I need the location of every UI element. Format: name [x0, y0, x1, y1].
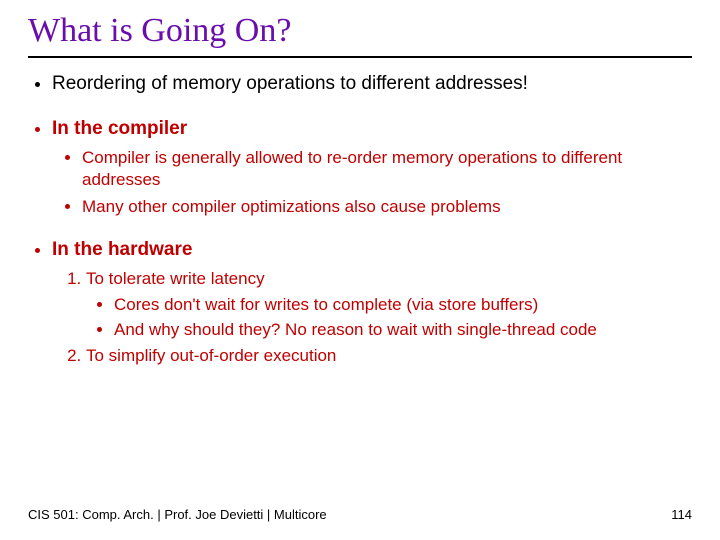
- hw-tolerate-latency: To tolerate write latency Cores don't wa…: [86, 268, 692, 340]
- compiler-sub-reorder: Compiler is generally allowed to re-orde…: [82, 147, 692, 191]
- bullet-list: Reordering of memory operations to diffe…: [28, 72, 692, 367]
- slide: What is Going On? Reordering of memory o…: [0, 0, 720, 540]
- slide-title: What is Going On?: [28, 12, 692, 58]
- hw-why-wait: And why should they? No reason to wait w…: [114, 319, 692, 341]
- compiler-sub-other: Many other compiler optimizations also c…: [82, 196, 692, 218]
- hw-latency-sublist: Cores don't wait for writes to complete …: [86, 294, 692, 340]
- hw-simplify-ooo: To simplify out-of-order execution: [86, 345, 692, 367]
- footer-course-info: CIS 501: Comp. Arch. | Prof. Joe Deviett…: [28, 507, 327, 522]
- bullet-in-hardware: In the hardware To tolerate write latenc…: [52, 238, 692, 367]
- bullet-in-hardware-text: In the hardware: [52, 239, 192, 260]
- hw-tolerate-latency-text: To tolerate write latency: [86, 269, 265, 288]
- footer-page-number: 114: [671, 507, 692, 522]
- bullet-reordering: Reordering of memory operations to diffe…: [52, 72, 692, 97]
- footer: CIS 501: Comp. Arch. | Prof. Joe Deviett…: [28, 507, 692, 522]
- bullet-in-compiler-text: In the compiler: [52, 118, 187, 139]
- compiler-sublist: Compiler is generally allowed to re-orde…: [52, 147, 692, 217]
- hw-store-buffers: Cores don't wait for writes to complete …: [114, 294, 692, 316]
- hardware-numbered-list: To tolerate write latency Cores don't wa…: [52, 268, 692, 366]
- bullet-in-compiler: In the compiler Compiler is generally al…: [52, 117, 692, 218]
